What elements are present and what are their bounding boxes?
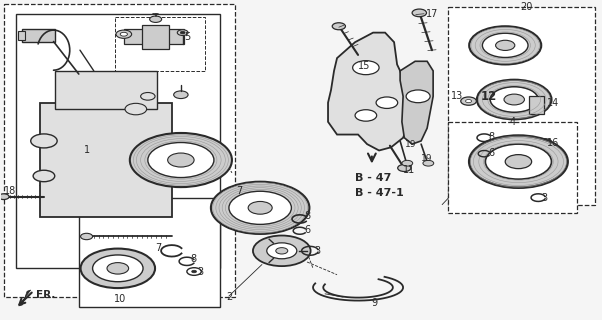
Circle shape bbox=[538, 139, 552, 146]
Circle shape bbox=[180, 31, 185, 34]
Circle shape bbox=[248, 202, 272, 214]
Circle shape bbox=[120, 32, 128, 36]
Circle shape bbox=[31, 134, 57, 148]
Text: 11: 11 bbox=[403, 164, 415, 175]
Text: 15: 15 bbox=[358, 61, 370, 71]
Bar bbox=[40, 103, 172, 217]
Circle shape bbox=[376, 97, 398, 108]
Circle shape bbox=[125, 103, 147, 115]
Circle shape bbox=[81, 249, 155, 288]
Circle shape bbox=[542, 141, 548, 144]
Circle shape bbox=[93, 255, 143, 282]
Bar bbox=[142, 25, 169, 49]
Circle shape bbox=[276, 248, 288, 254]
Text: 19: 19 bbox=[405, 140, 417, 148]
Circle shape bbox=[355, 110, 377, 121]
Circle shape bbox=[211, 182, 309, 234]
Circle shape bbox=[504, 94, 524, 105]
Circle shape bbox=[0, 194, 9, 200]
Circle shape bbox=[461, 97, 476, 105]
Text: FR.: FR. bbox=[36, 291, 55, 300]
Bar bbox=[79, 198, 220, 307]
Bar bbox=[16, 13, 220, 268]
Circle shape bbox=[495, 40, 515, 51]
Circle shape bbox=[490, 87, 538, 112]
Text: 7: 7 bbox=[156, 243, 162, 252]
Text: 3: 3 bbox=[541, 193, 547, 203]
Circle shape bbox=[148, 142, 214, 178]
Bar bbox=[124, 29, 184, 44]
Circle shape bbox=[107, 263, 129, 274]
Text: 4: 4 bbox=[510, 117, 516, 127]
Text: 1: 1 bbox=[84, 146, 90, 156]
Bar bbox=[17, 31, 25, 40]
Circle shape bbox=[505, 155, 532, 169]
Circle shape bbox=[353, 61, 379, 75]
Text: 6: 6 bbox=[488, 148, 494, 158]
Circle shape bbox=[423, 160, 433, 166]
Text: 8: 8 bbox=[304, 212, 310, 221]
Circle shape bbox=[469, 135, 568, 188]
Text: 3: 3 bbox=[314, 246, 320, 256]
Circle shape bbox=[253, 236, 311, 266]
Circle shape bbox=[267, 243, 297, 259]
Circle shape bbox=[116, 30, 132, 38]
Circle shape bbox=[187, 268, 201, 275]
Circle shape bbox=[406, 90, 430, 103]
Circle shape bbox=[402, 160, 413, 166]
Bar bbox=[4, 4, 235, 297]
Circle shape bbox=[465, 100, 471, 103]
Text: 2: 2 bbox=[226, 292, 232, 302]
Circle shape bbox=[398, 164, 411, 172]
Text: 7: 7 bbox=[236, 186, 243, 196]
Text: 12: 12 bbox=[481, 90, 497, 103]
Circle shape bbox=[173, 91, 188, 99]
Circle shape bbox=[81, 233, 93, 240]
Bar bbox=[448, 7, 595, 204]
Text: 5: 5 bbox=[184, 32, 190, 42]
Circle shape bbox=[177, 30, 188, 36]
Polygon shape bbox=[19, 290, 31, 306]
Text: 13: 13 bbox=[451, 91, 463, 101]
Circle shape bbox=[141, 92, 155, 100]
Text: B - 47-1: B - 47-1 bbox=[355, 188, 404, 198]
Text: 6: 6 bbox=[304, 225, 310, 235]
Text: 9: 9 bbox=[371, 298, 377, 308]
Bar bbox=[448, 122, 577, 212]
Text: 8: 8 bbox=[488, 132, 494, 142]
Circle shape bbox=[168, 153, 194, 167]
Bar bbox=[55, 71, 157, 109]
Bar bbox=[22, 29, 55, 42]
Bar bbox=[115, 17, 205, 71]
Text: 19: 19 bbox=[421, 154, 433, 163]
Circle shape bbox=[130, 133, 232, 187]
Circle shape bbox=[482, 33, 528, 58]
Bar bbox=[529, 96, 544, 114]
Circle shape bbox=[477, 80, 551, 119]
Text: 3: 3 bbox=[197, 267, 204, 276]
Text: 10: 10 bbox=[114, 294, 126, 304]
Circle shape bbox=[469, 26, 541, 64]
Circle shape bbox=[485, 144, 551, 179]
Polygon shape bbox=[400, 61, 433, 144]
Polygon shape bbox=[328, 33, 409, 150]
Text: 16: 16 bbox=[547, 138, 559, 148]
Circle shape bbox=[150, 16, 162, 22]
Circle shape bbox=[229, 191, 291, 224]
Circle shape bbox=[33, 170, 55, 182]
Text: 20: 20 bbox=[520, 2, 533, 12]
Circle shape bbox=[191, 270, 196, 273]
Text: 18: 18 bbox=[4, 186, 16, 196]
Text: 8: 8 bbox=[190, 254, 197, 264]
Circle shape bbox=[412, 9, 427, 17]
Text: 17: 17 bbox=[426, 9, 438, 19]
Text: B - 47: B - 47 bbox=[355, 172, 391, 182]
Text: 14: 14 bbox=[547, 98, 559, 108]
Circle shape bbox=[332, 23, 346, 30]
